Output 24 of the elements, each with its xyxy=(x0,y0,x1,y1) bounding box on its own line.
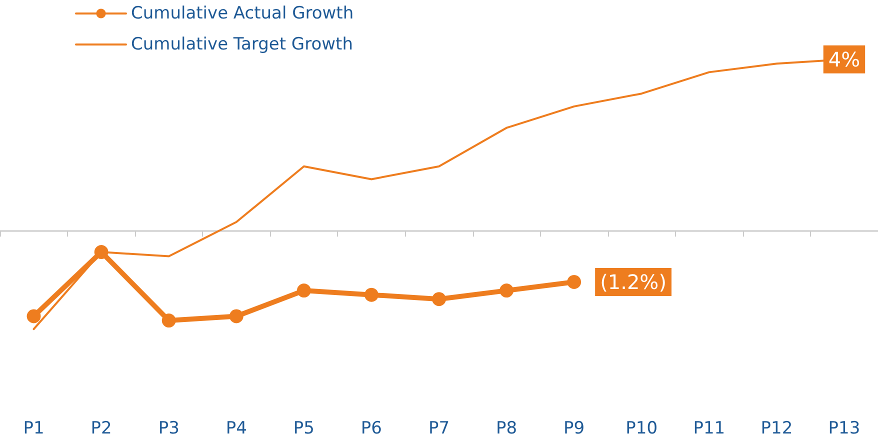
point xyxy=(567,274,582,289)
point xyxy=(26,309,41,324)
x-tick-label: P7 xyxy=(428,418,450,438)
x-tick-label: P12 xyxy=(760,418,793,438)
x-tick-label: P5 xyxy=(293,418,314,438)
data-label: (1.2%) xyxy=(600,270,666,294)
x-tick-label: P4 xyxy=(226,418,247,438)
x-tick-label: P6 xyxy=(360,418,382,438)
x-tick-label: P13 xyxy=(828,418,860,438)
legend-label: Cumulative Target Growth xyxy=(131,34,353,54)
point xyxy=(432,292,446,306)
point xyxy=(296,284,311,298)
point xyxy=(364,288,378,302)
legend-label: Cumulative Actual Growth xyxy=(131,4,354,24)
x-tick-label: P2 xyxy=(90,418,112,438)
point xyxy=(229,309,244,324)
point xyxy=(162,314,176,328)
point xyxy=(500,284,514,298)
x-tick-label: P10 xyxy=(626,418,658,438)
x-tick-label: P1 xyxy=(23,418,44,438)
x-tick-label: P3 xyxy=(158,418,180,438)
x-tick-label: P8 xyxy=(496,418,518,438)
x-tick-label: P9 xyxy=(564,418,585,438)
x-tick-label: P11 xyxy=(693,418,726,438)
